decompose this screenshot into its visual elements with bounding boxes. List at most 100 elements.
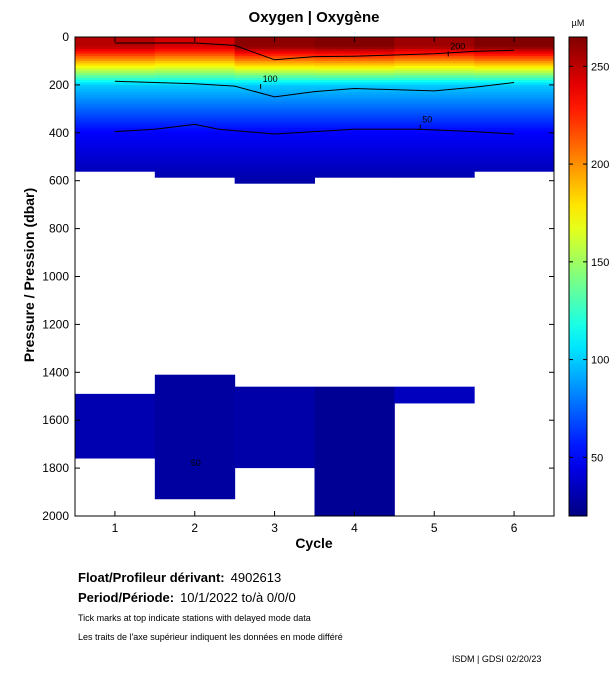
heatmap-cell-cycle-3 bbox=[234, 144, 315, 148]
heatmap-cell-cycle-3 bbox=[234, 118, 315, 122]
heatmap-cell-cycle-1 bbox=[75, 111, 156, 115]
heatmap-cell-cycle-3 bbox=[234, 180, 315, 184]
heatmap-cell-cycle-4 bbox=[314, 120, 395, 124]
heatmap-cell-cycle-4 bbox=[314, 51, 395, 55]
heatmap-cell-cycle-5 bbox=[394, 84, 475, 88]
heatmap-cell-cycle-1 bbox=[75, 166, 156, 170]
heatmap-cell-cycle-6 bbox=[474, 89, 555, 93]
heatmap-cell-cycle-2 bbox=[154, 159, 236, 163]
heatmap-cell-cycle-1 bbox=[75, 99, 156, 103]
heatmap-cell-cycle-6 bbox=[474, 82, 555, 86]
heatmap-cell-cycle-4 bbox=[314, 60, 395, 64]
heatmap-cell-cycle-5 bbox=[394, 68, 475, 72]
heatmap-cell-cycle-5 bbox=[394, 108, 475, 112]
heatmap-cell-cycle-3 bbox=[234, 156, 315, 160]
heatmap-cell-cycle-3 bbox=[234, 72, 315, 76]
colorbar-tick-label-50: 50 bbox=[591, 452, 603, 464]
heatmap-cell-cycle-6 bbox=[474, 149, 555, 153]
heatmap-cell-cycle-4 bbox=[314, 63, 395, 67]
heatmap-cell-cycle-1 bbox=[75, 70, 156, 74]
chart-title: Oxygen | Oxygène bbox=[249, 9, 380, 26]
heatmap-cell-cycle-6 bbox=[474, 111, 555, 115]
heatmap-cell-cycle-5 bbox=[394, 173, 475, 177]
heatmap-cell-cycle-4 bbox=[314, 70, 395, 74]
heatmap-cell-cycle-3 bbox=[234, 154, 315, 158]
heatmap-cell-cycle-6 bbox=[474, 130, 555, 134]
y-tick-label-1200: 1200 bbox=[42, 317, 69, 331]
heatmap-cell-cycle-1 bbox=[75, 108, 156, 112]
heatmap-cell-cycle-2 bbox=[154, 48, 236, 52]
heatmap-cell-cycle-5 bbox=[394, 58, 475, 62]
heatmap-cell-cycle-2 bbox=[154, 77, 236, 81]
heatmap-cell-cycle-4 bbox=[314, 168, 395, 172]
heatmap-cell-cycle-6 bbox=[474, 41, 555, 45]
heatmap-cell-cycle-1 bbox=[75, 60, 156, 64]
heatmap-cell-cycle-2 bbox=[154, 72, 236, 76]
heatmap-cell-cycle-2 bbox=[154, 99, 236, 103]
heatmap-cell-cycle-5 bbox=[394, 144, 475, 148]
heatmap-cell-cycle-2 bbox=[154, 44, 236, 48]
heatmap-cell-cycle-3 bbox=[234, 163, 315, 167]
heatmap-cell-cycle-4 bbox=[314, 94, 395, 98]
heatmap-cell-cycle-4 bbox=[314, 96, 395, 100]
heatmap-cell-cycle-3 bbox=[234, 94, 315, 98]
heatmap-cell-cycle-4 bbox=[314, 135, 395, 139]
heatmap-cell-cycle-1 bbox=[75, 120, 156, 124]
contour-line-100 bbox=[114, 80, 515, 98]
heatmap-cell-cycle-2 bbox=[154, 60, 236, 64]
heatmap-cell-cycle-5 bbox=[394, 44, 475, 48]
heatmap-cell-cycle-2 bbox=[154, 65, 236, 69]
heatmap-cell-cycle-2 bbox=[154, 139, 236, 143]
colorbar-tick-label-250: 250 bbox=[591, 61, 609, 73]
period-label: Period/Période: bbox=[78, 590, 175, 605]
heatmap-cell-cycle-1 bbox=[75, 137, 156, 141]
heatmap-cell-cycle-5 bbox=[394, 159, 475, 163]
heatmap-cell-cycle-6 bbox=[474, 46, 555, 50]
heatmap-cell-cycle-3 bbox=[234, 87, 315, 91]
heatmap-cell-cycle-5 bbox=[394, 65, 475, 69]
heatmap-cell-cycle-6 bbox=[474, 144, 555, 148]
y-tick-label-1600: 1600 bbox=[42, 413, 69, 427]
heatmap-cell-cycle-3 bbox=[234, 108, 315, 112]
deep-cell-cycle-4 bbox=[314, 386, 395, 516]
heatmap-cell-cycle-4 bbox=[314, 58, 395, 62]
colorbar-tick-label-200: 200 bbox=[591, 159, 609, 171]
heatmap-cell-cycle-5 bbox=[394, 51, 475, 55]
heatmap-cell-cycle-3 bbox=[234, 75, 315, 79]
heatmap-cell-cycle-1 bbox=[75, 46, 156, 50]
heatmap-cell-cycle-5 bbox=[394, 154, 475, 158]
heatmap-cell-cycle-1 bbox=[75, 58, 156, 62]
heatmap-cell-cycle-2 bbox=[154, 116, 236, 120]
heatmap-cell-cycle-2 bbox=[154, 154, 236, 158]
heatmap-cell-cycle-5 bbox=[394, 113, 475, 117]
x-tick-label-3: 3 bbox=[271, 521, 278, 535]
heatmap-cell-cycle-1 bbox=[75, 161, 156, 165]
contour-line-50 bbox=[114, 123, 515, 135]
heatmap-cell-cycle-3 bbox=[234, 137, 315, 141]
heatmap-cell-cycle-6 bbox=[474, 80, 555, 84]
x-tick-label-2: 2 bbox=[191, 521, 198, 535]
heatmap-cell-cycle-5 bbox=[394, 156, 475, 160]
heatmap-cell-cycle-4 bbox=[314, 84, 395, 88]
heatmap-cell-cycle-6 bbox=[474, 147, 555, 151]
deep-cell-cycle-1 bbox=[75, 393, 156, 459]
heatmap-cell-cycle-3 bbox=[234, 135, 315, 139]
heatmap-cell-cycle-1 bbox=[75, 63, 156, 67]
heatmap-cell-cycle-5 bbox=[394, 75, 475, 79]
x-tick-label-5: 5 bbox=[431, 521, 438, 535]
heatmap-cell-cycle-3 bbox=[234, 48, 315, 52]
heatmap-cell-cycle-2 bbox=[154, 151, 236, 155]
heatmap-cell-cycle-5 bbox=[394, 77, 475, 81]
heatmap-cell-cycle-4 bbox=[314, 118, 395, 122]
heatmap-cell-cycle-5 bbox=[394, 46, 475, 50]
heatmap-cell-cycle-5 bbox=[394, 132, 475, 136]
heatmap-cell-cycle-6 bbox=[474, 137, 555, 141]
heatmap-cell-cycle-1 bbox=[75, 92, 156, 96]
heatmap-cell-cycle-5 bbox=[394, 48, 475, 52]
heatmap-cell-cycle-1 bbox=[75, 44, 156, 48]
heatmap-cell-cycle-1 bbox=[75, 125, 156, 129]
heatmap-cell-cycle-1 bbox=[75, 94, 156, 98]
heatmap-cell-cycle-4 bbox=[314, 77, 395, 81]
credit-text: ISDM | GDSI 02/20/23 bbox=[452, 654, 542, 664]
heatmap-cell-cycle-5 bbox=[394, 94, 475, 98]
